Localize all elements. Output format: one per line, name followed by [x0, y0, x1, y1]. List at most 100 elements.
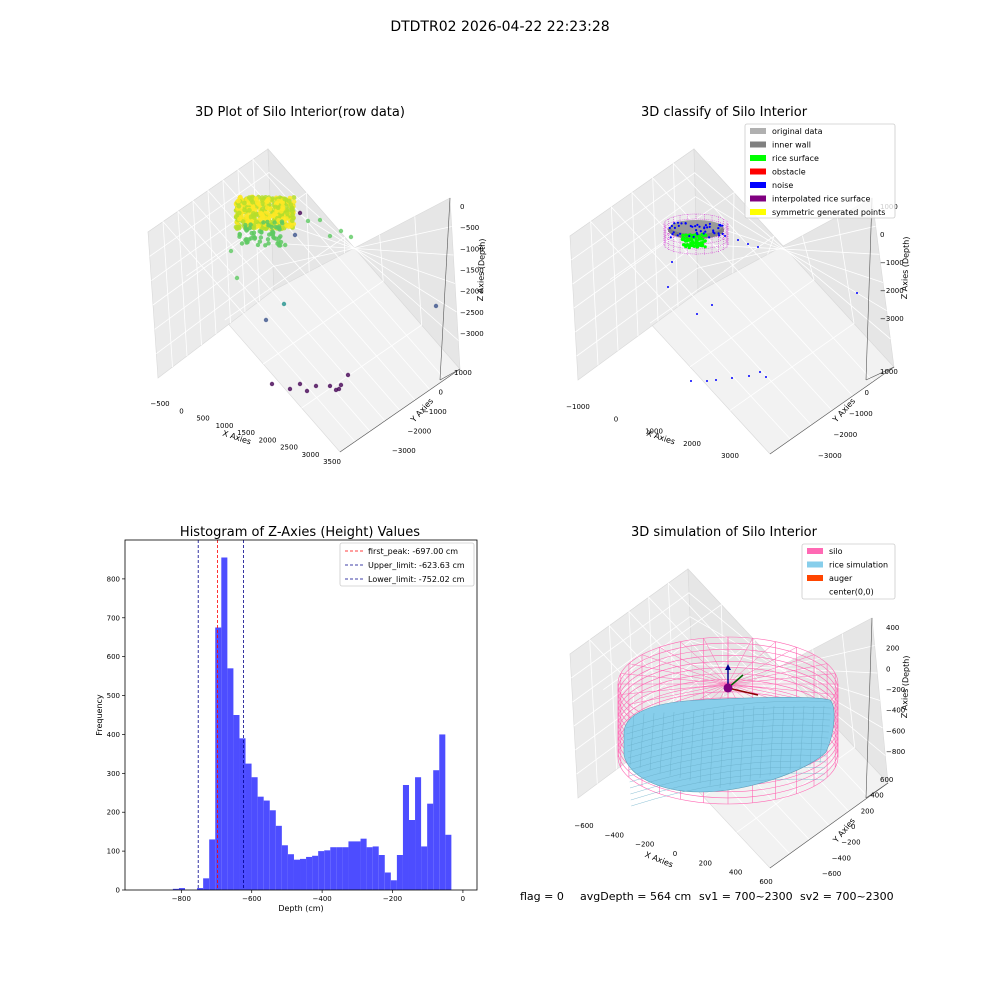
noise-point — [711, 304, 713, 306]
data-point — [338, 382, 344, 388]
z-tick-label: −800 — [886, 748, 905, 756]
x-tick-label: −600 — [574, 822, 593, 830]
y-tick-label: 600 — [880, 776, 893, 784]
subplot-classify-3d: 3D classify of Silo Interior −1000 0 1000 2… — [566, 105, 911, 460]
legend-swatch-rice-simulation — [807, 561, 823, 568]
noise-point — [690, 380, 692, 382]
rice-mesh-line — [729, 705, 735, 786]
rice-surface-point — [700, 241, 705, 245]
data-point — [281, 301, 287, 307]
x-tick-label: 2000 — [259, 436, 277, 444]
z-tick-label: −1500 — [460, 267, 484, 275]
footer-flag: flag = 0 — [520, 890, 564, 903]
rice-surface-point — [689, 238, 694, 242]
noise-point-cluster — [696, 223, 699, 226]
x-tick-label: 0 — [673, 850, 677, 858]
x-axis-line — [769, 782, 889, 869]
surface-point — [255, 242, 261, 248]
rice-mesh-line — [628, 742, 828, 771]
noise-point — [715, 379, 717, 381]
raw-3d-ticks: −500050010001500200025003000350010000−10… — [150, 203, 483, 466]
y-tick-label: −1000 — [423, 408, 447, 416]
histogram-bar — [245, 763, 252, 890]
legend-label-first-peak: first_peak: -697.00 cm — [368, 547, 458, 556]
y-tick-label: 100 — [107, 848, 120, 856]
noise-point-cluster — [708, 222, 712, 225]
surface-point — [260, 201, 265, 206]
data-point — [228, 248, 234, 254]
noise-point-cluster — [684, 222, 687, 225]
gridline-z — [576, 225, 876, 357]
y-tick-label: 0 — [851, 823, 855, 831]
data-point — [304, 388, 310, 394]
surface-point — [239, 241, 245, 246]
raw-3d-points — [228, 194, 439, 394]
data-point — [313, 383, 319, 389]
histogram-bar — [215, 627, 222, 890]
legend-swatch-obstacle — [750, 168, 766, 175]
histogram-bar — [360, 838, 367, 890]
histogram-bar — [421, 846, 428, 890]
noise-point-cluster — [721, 224, 724, 227]
noise-point-cluster — [706, 226, 709, 229]
y-tick-label: −2000 — [834, 431, 858, 439]
center-marker — [723, 683, 733, 693]
rice-mesh-line — [628, 736, 829, 765]
y-tick-label: 400 — [870, 792, 883, 800]
surface-point — [233, 224, 239, 230]
noise-point-cluster — [673, 222, 676, 225]
surface-point — [289, 223, 294, 229]
legend-swatch-original-data — [750, 128, 766, 134]
rice-surface-point — [700, 237, 705, 241]
z-tick-label: 0 — [886, 665, 890, 673]
histogram-bar — [221, 557, 228, 890]
histogram-title: Histogram of Z-Axies (Height) Values — [180, 525, 420, 540]
silo-roof-spoke — [628, 663, 729, 685]
z-tick-label: 200 — [886, 645, 899, 653]
z-tick-label: 0 — [880, 231, 884, 239]
y-tick-label: 1000 — [454, 369, 472, 377]
histogram-x-ticks: −800 −600 −400 −200 0 — [172, 890, 465, 903]
histogram-bar — [366, 847, 373, 890]
noise-point-cluster — [680, 222, 683, 225]
rice-surface-point — [689, 241, 693, 245]
legend-swatch-inner-wall — [750, 141, 766, 148]
noise-point-cluster — [708, 236, 711, 239]
y-tick-label: −2000 — [408, 428, 432, 436]
histogram-bar — [312, 855, 319, 890]
surface-point — [291, 199, 297, 205]
noise-point — [696, 313, 698, 315]
y-tick-label: −600 — [822, 870, 841, 878]
silo-roof-spoke — [703, 638, 729, 685]
surface-point — [258, 235, 264, 240]
surface-point — [288, 202, 294, 208]
x-tick-label: 1500 — [237, 429, 255, 437]
rice-mesh-line — [769, 705, 775, 776]
legend-swatch-rice-surface — [750, 155, 766, 161]
data-point — [327, 233, 333, 239]
histogram-bar — [233, 715, 240, 890]
rice-mesh-line — [809, 705, 815, 766]
surface-point — [278, 234, 283, 239]
noise-point — [759, 371, 761, 373]
noise-point-cluster — [670, 224, 674, 228]
surface-point — [256, 223, 261, 229]
surface-point — [247, 207, 252, 213]
rice-mesh-line — [669, 711, 675, 776]
legend-label-symmetric: symmetric generated points — [772, 208, 885, 217]
data-point — [234, 275, 240, 281]
z-tick-label: −2000 — [880, 287, 904, 295]
noise-point-cluster — [691, 225, 694, 228]
surface-point — [237, 234, 242, 239]
surface-point — [243, 226, 248, 231]
y-tick-label: −200 — [841, 839, 860, 847]
data-point — [327, 383, 333, 389]
noise-point-cluster — [688, 234, 691, 238]
y-axis-line — [439, 368, 461, 381]
histogram-bar — [300, 858, 307, 890]
surface-point — [258, 210, 263, 216]
histogram-bar — [372, 846, 379, 890]
gridline-z — [571, 172, 891, 340]
x-tick-label: 500 — [196, 415, 209, 423]
x-tick-label: −600 — [242, 895, 261, 903]
